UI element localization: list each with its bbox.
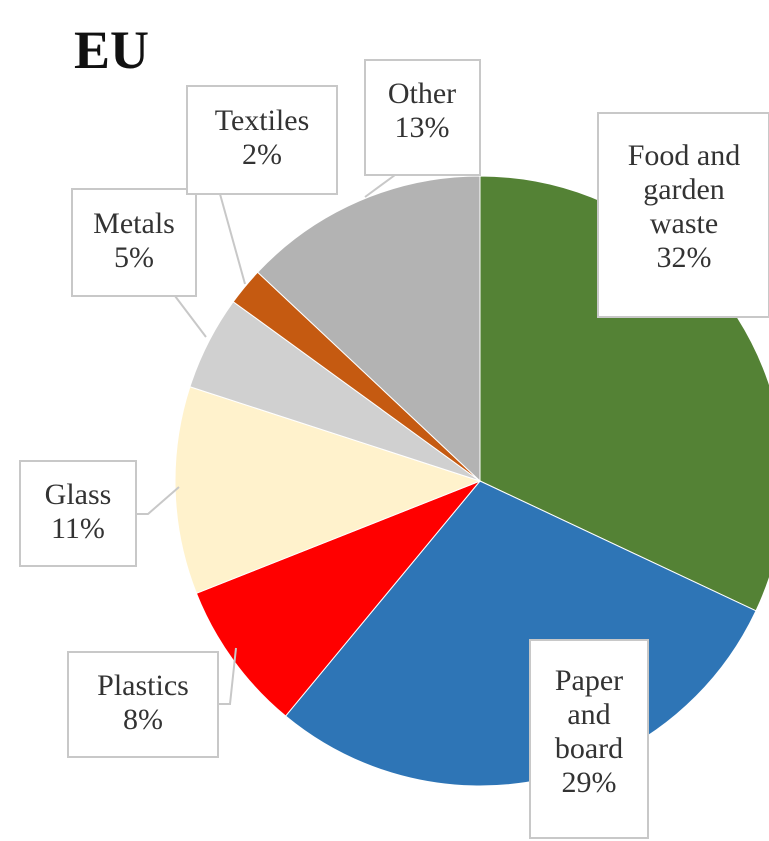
data-label-value-other: 13%	[395, 111, 450, 144]
label-box-paper-and-board	[529, 639, 649, 839]
data-label-name-textiles: Textiles	[215, 104, 310, 137]
leader-line-metals	[174, 295, 207, 338]
pie-slice-plastics	[195, 480, 481, 717]
label-box-textiles	[186, 85, 338, 195]
data-label-name-paper-and-board: board	[555, 732, 623, 765]
label-box-metals	[71, 188, 197, 297]
pie-slices	[174, 175, 769, 787]
chart-title: EU	[74, 20, 149, 80]
label-box-other	[364, 59, 481, 176]
data-label-name-other: Other	[388, 77, 456, 110]
data-label-value-glass: 11%	[51, 512, 105, 545]
pie-slice-other	[256, 175, 481, 483]
data-label-name-food-and-garden-waste: Food and	[628, 139, 741, 172]
leader-line-other	[364, 174, 396, 198]
data-label-name-food-and-garden-waste: garden	[643, 173, 725, 206]
data-label-name-paper-and-board: Paper	[555, 664, 623, 697]
data-label-value-metals: 5%	[114, 241, 154, 274]
data-label-value-food-and-garden-waste: 32%	[657, 241, 712, 274]
data-label-value-paper-and-board: 29%	[562, 766, 617, 799]
label-leader-lines	[136, 174, 396, 705]
leader-line-textiles	[219, 193, 246, 285]
label-box-plastics	[67, 651, 219, 758]
data-label-value-plastics: 8%	[123, 703, 163, 736]
data-label-name-plastics: Plastics	[97, 669, 189, 702]
data-label-name-food-and-garden-waste: waste	[650, 207, 718, 240]
data-label-value-textiles: 2%	[242, 138, 282, 171]
data-label-name-metals: Metals	[93, 207, 175, 240]
data-label-name-paper-and-board: and	[567, 698, 610, 731]
data-label-name-glass: Glass	[45, 478, 112, 511]
label-box-food-and-garden-waste	[597, 112, 769, 318]
leader-line-glass	[136, 486, 180, 515]
leader-line-plastics	[218, 647, 237, 705]
label-box-glass	[19, 460, 137, 567]
